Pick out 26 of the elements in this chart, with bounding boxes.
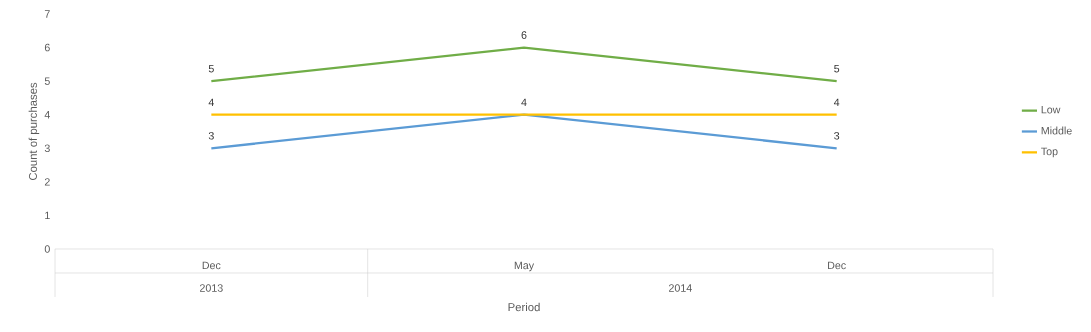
y-tick-label: 2 xyxy=(44,178,50,186)
data-label: 3 xyxy=(208,132,214,140)
data-label: 3 xyxy=(834,132,840,140)
text: 2014 xyxy=(669,284,692,292)
data-label: 5 xyxy=(208,64,214,73)
x-tick-label: May xyxy=(514,261,535,272)
y-tick-label: 4 xyxy=(44,111,50,119)
data-label: 4 xyxy=(833,98,840,106)
legend-label: Middle xyxy=(1041,126,1072,135)
data-label: 5 xyxy=(834,64,840,73)
y-tick-label: 0 xyxy=(44,245,50,253)
y-tick-label: 1 xyxy=(45,211,50,220)
legend-label: Top xyxy=(1041,147,1058,158)
data-label: 4 xyxy=(208,98,214,106)
y-axis-title: Count of purchases xyxy=(28,82,40,181)
x-axis-title: Period xyxy=(508,302,540,312)
x-tick-label: Dec xyxy=(202,261,221,270)
data-label: 4 xyxy=(521,98,527,106)
data-label: 6 xyxy=(521,31,527,39)
y-tick-label: 5 xyxy=(44,77,50,85)
y-tick-label: 6 xyxy=(44,43,50,52)
legend-label: Low xyxy=(1041,105,1061,114)
x-tick-label: Dec xyxy=(828,261,846,270)
text: 2013 xyxy=(200,284,223,292)
y-tick-label: 3 xyxy=(44,144,50,153)
y-tick-label: 7 xyxy=(44,10,50,18)
